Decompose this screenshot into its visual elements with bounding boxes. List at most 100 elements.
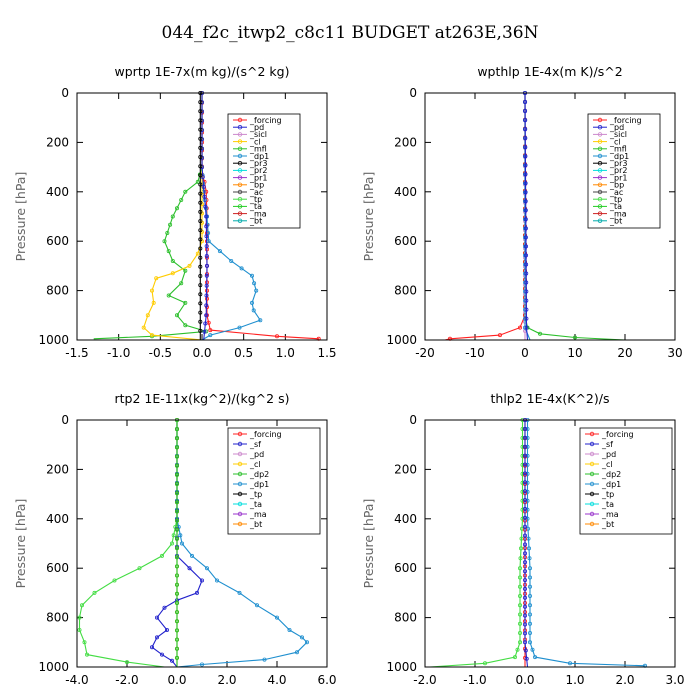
y-tick-label: 0 bbox=[409, 86, 417, 100]
series-marker bbox=[525, 426, 530, 431]
series-marker bbox=[202, 329, 207, 334]
series-marker bbox=[174, 463, 179, 468]
series-marker bbox=[198, 273, 203, 278]
series-marker bbox=[523, 226, 528, 231]
x-tick-label: -1.5 bbox=[65, 346, 88, 360]
legend-marker bbox=[589, 491, 595, 497]
series-marker bbox=[524, 244, 529, 249]
legend-entry: _ac bbox=[249, 188, 263, 197]
y-tick-label: 200 bbox=[394, 462, 417, 476]
series-marker bbox=[149, 288, 154, 293]
legend-entry: _dp2 bbox=[601, 470, 621, 479]
legend-entry: _mfl bbox=[249, 145, 267, 154]
series-marker bbox=[174, 436, 179, 441]
legend-entry: _bt bbox=[249, 217, 262, 226]
series-marker bbox=[523, 613, 528, 618]
series-marker bbox=[274, 334, 279, 339]
series-marker bbox=[523, 604, 528, 609]
series-marker bbox=[528, 575, 533, 580]
series-marker bbox=[523, 235, 528, 240]
legend-marker bbox=[237, 471, 243, 477]
series-marker bbox=[528, 631, 533, 636]
legend-entry: _cl bbox=[249, 460, 261, 469]
legend-marker bbox=[237, 491, 243, 497]
legend-entry: _dp2 bbox=[249, 470, 269, 479]
series-marker bbox=[515, 647, 520, 652]
panel-title: rtp2 1E-11x(kg^2)/(kg^2 s) bbox=[115, 391, 290, 406]
series-line-3 bbox=[151, 420, 203, 668]
series-marker bbox=[174, 313, 179, 318]
series-marker bbox=[518, 325, 523, 330]
series-marker bbox=[187, 263, 192, 268]
x-tick-label: 2.0 bbox=[615, 673, 634, 687]
series-marker bbox=[204, 303, 209, 308]
series-marker bbox=[528, 594, 533, 599]
series-marker bbox=[198, 301, 203, 306]
series-marker bbox=[198, 145, 203, 150]
series-marker bbox=[523, 640, 528, 645]
legend-marker bbox=[597, 168, 603, 173]
series-marker bbox=[274, 615, 279, 620]
series-marker bbox=[523, 145, 528, 150]
series-marker bbox=[524, 262, 529, 267]
x-tick-label: 0.5 bbox=[234, 346, 253, 360]
legend-marker bbox=[237, 189, 243, 195]
series-marker bbox=[204, 566, 209, 571]
series-marker bbox=[174, 646, 179, 651]
series-marker bbox=[112, 578, 117, 583]
series-marker bbox=[80, 603, 85, 608]
series-marker bbox=[518, 640, 523, 645]
series-marker bbox=[523, 533, 528, 538]
series-marker bbox=[179, 541, 184, 546]
series-marker bbox=[198, 219, 203, 224]
series-marker bbox=[523, 497, 528, 502]
series-marker bbox=[199, 578, 204, 583]
chart-panel-2: wpthlp 1E-4x(m K)/s^2 Pressure [hPa] -20 -1… bbox=[361, 64, 683, 360]
legend-marker bbox=[589, 431, 595, 437]
legend-entry: _mfl bbox=[609, 145, 627, 154]
series-marker bbox=[77, 615, 82, 620]
series-marker bbox=[174, 619, 179, 624]
series-marker bbox=[523, 551, 528, 556]
series-marker bbox=[137, 566, 142, 571]
series-marker bbox=[254, 288, 259, 293]
series-marker bbox=[174, 206, 179, 211]
legend-entry: _pd bbox=[249, 123, 264, 132]
x-tick-label: 3.0 bbox=[665, 673, 684, 687]
legend-box bbox=[579, 427, 673, 535]
series-marker bbox=[92, 590, 97, 595]
series-marker bbox=[166, 293, 171, 298]
legend-marker bbox=[589, 501, 595, 507]
series-marker bbox=[169, 541, 174, 546]
series-marker bbox=[525, 435, 530, 440]
series-marker bbox=[304, 640, 309, 645]
legend-marker bbox=[237, 124, 243, 130]
y-tick-label: 400 bbox=[394, 185, 417, 199]
legend-marker bbox=[589, 471, 595, 477]
x-tick-label: -4.0 bbox=[65, 673, 88, 687]
legend-marker bbox=[597, 146, 603, 151]
series-marker bbox=[204, 283, 209, 288]
series-line-3 bbox=[444, 93, 526, 341]
series-marker bbox=[204, 214, 209, 219]
series-marker bbox=[528, 612, 533, 617]
series-marker bbox=[518, 575, 523, 580]
series-marker bbox=[203, 204, 208, 209]
series-marker bbox=[518, 566, 523, 571]
series-marker bbox=[249, 273, 254, 278]
series-marker bbox=[523, 100, 528, 105]
series-marker bbox=[202, 194, 207, 199]
series-marker bbox=[523, 578, 528, 583]
series-marker bbox=[523, 127, 528, 132]
legend-marker bbox=[597, 132, 603, 137]
legend-entry: _bt bbox=[609, 217, 622, 226]
series-line-4 bbox=[524, 420, 529, 668]
legend-marker bbox=[597, 117, 603, 123]
legend-marker bbox=[597, 204, 603, 209]
series-marker bbox=[198, 319, 203, 324]
series-marker bbox=[523, 181, 528, 186]
x-tick-label: 30 bbox=[667, 346, 682, 360]
legend-entry: _pd bbox=[609, 123, 624, 132]
panel-title: wpthlp 1E-4x(m K)/s^2 bbox=[477, 64, 622, 79]
series-marker bbox=[187, 566, 192, 571]
